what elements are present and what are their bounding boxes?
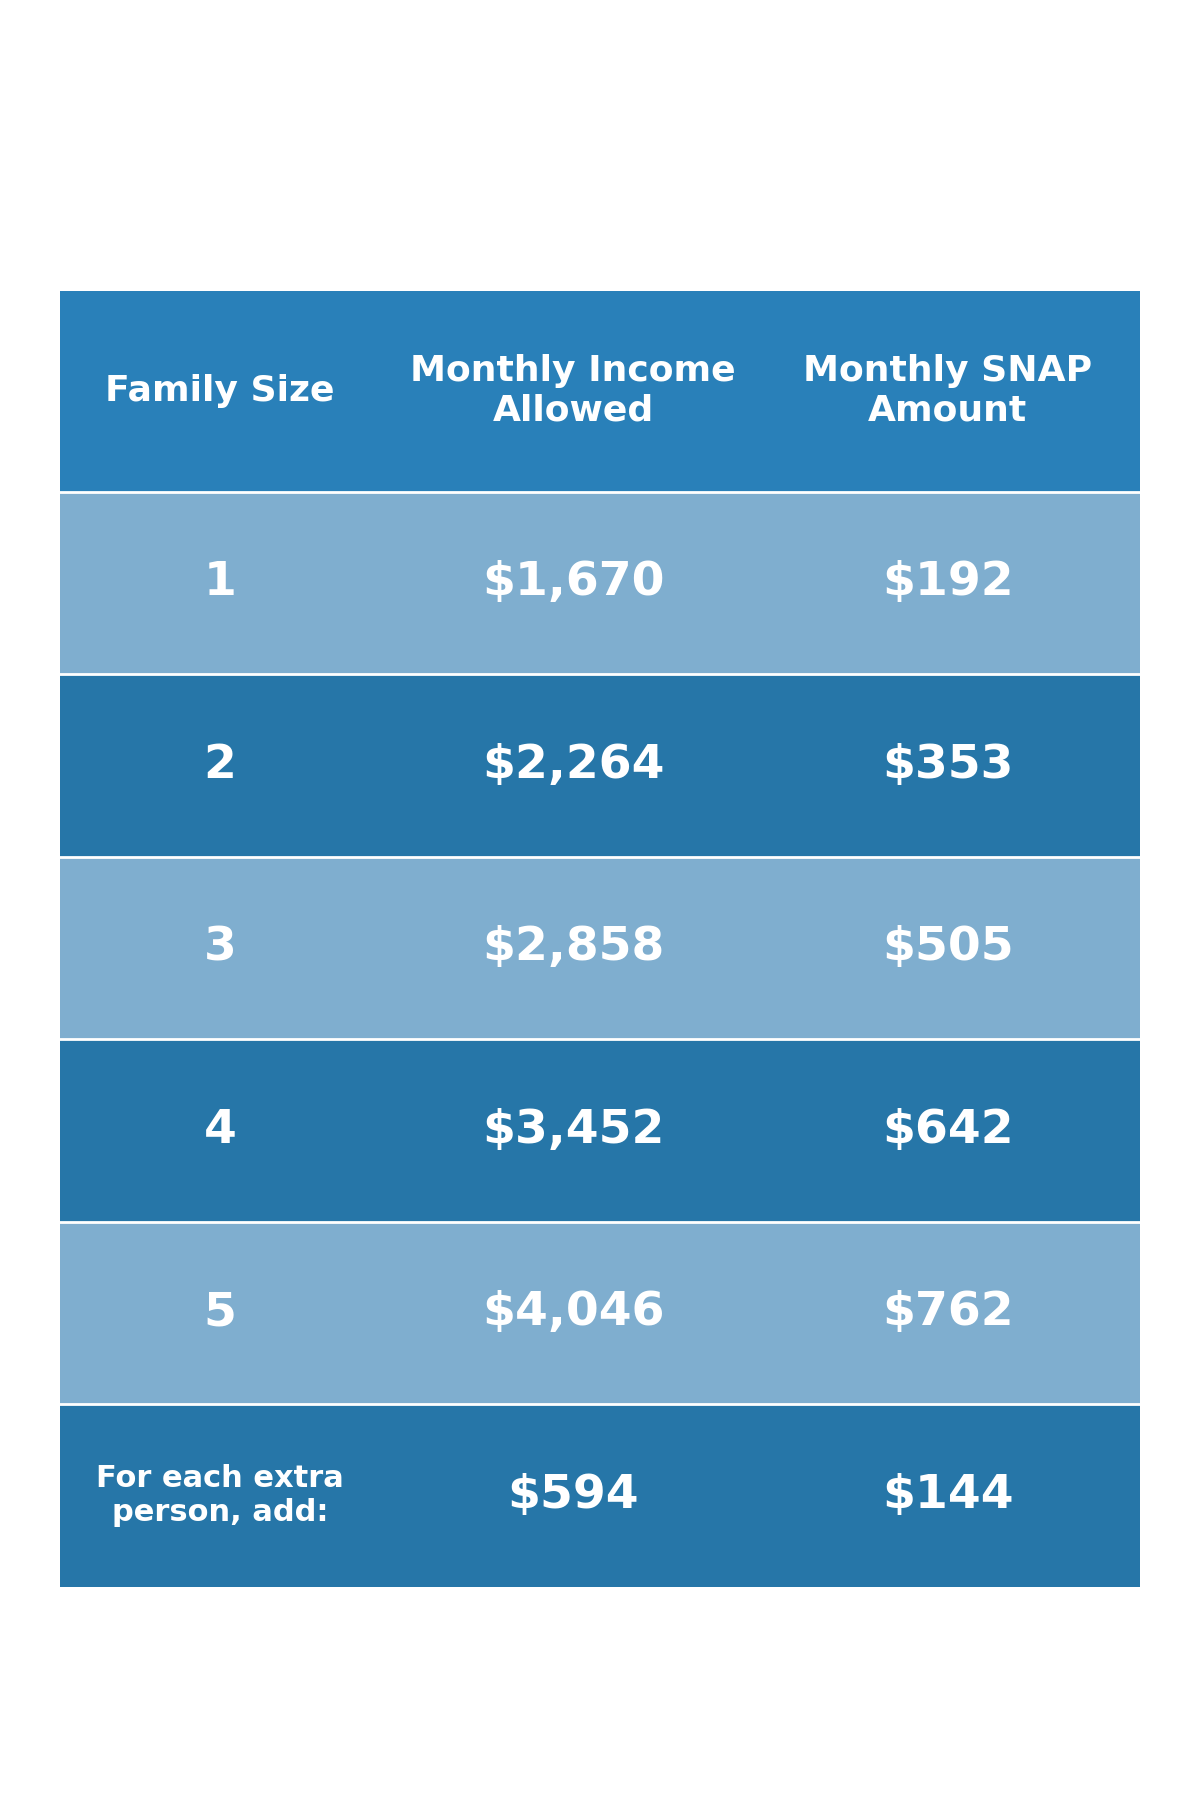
Text: $3,452: $3,452 [482,1109,664,1154]
Text: SNAP Food Benefits Maximum: SNAP Food Benefits Maximum [10,59,1190,126]
Text: 4: 4 [204,1109,236,1154]
Text: Monthly SNAP
Amount: Monthly SNAP Amount [803,355,1092,428]
Text: For each extra
person, add:: For each extra person, add: [96,1463,343,1526]
Text: $642: $642 [882,1109,1014,1154]
Text: $353: $353 [882,743,1014,788]
Bar [60,1404,1140,1588]
Bar [60,290,1140,491]
Text: Family Size: Family Size [106,374,335,409]
Text: Powered by MEDICARE Health Benefits: Powered by MEDICARE Health Benefits [296,1744,904,1773]
Text: $594: $594 [508,1472,638,1517]
Bar [60,491,1140,673]
Text: Monthly Income Limits: Monthly Income Limits [155,175,1045,241]
Text: Monthly Income
Allowed: Monthly Income Allowed [410,355,736,428]
Text: MedicarePlanFinder.cOm: MedicarePlanFinder.cOm [192,1649,1008,1706]
Text: $762: $762 [882,1291,1014,1336]
Text: $505: $505 [882,925,1014,970]
Text: 5: 5 [204,1291,236,1336]
Text: $2,858: $2,858 [482,925,664,970]
Bar [60,1039,1140,1222]
Text: $144: $144 [882,1472,1014,1517]
Bar [60,857,1140,1039]
Text: $192: $192 [882,560,1014,605]
Text: $2,264: $2,264 [481,743,665,788]
Text: 2: 2 [204,743,236,788]
Text: $4,046: $4,046 [481,1291,665,1336]
Bar [60,673,1140,857]
Text: 3: 3 [204,925,236,970]
Bar [60,1222,1140,1404]
Text: $1,670: $1,670 [481,560,665,605]
Text: 1: 1 [204,560,236,605]
